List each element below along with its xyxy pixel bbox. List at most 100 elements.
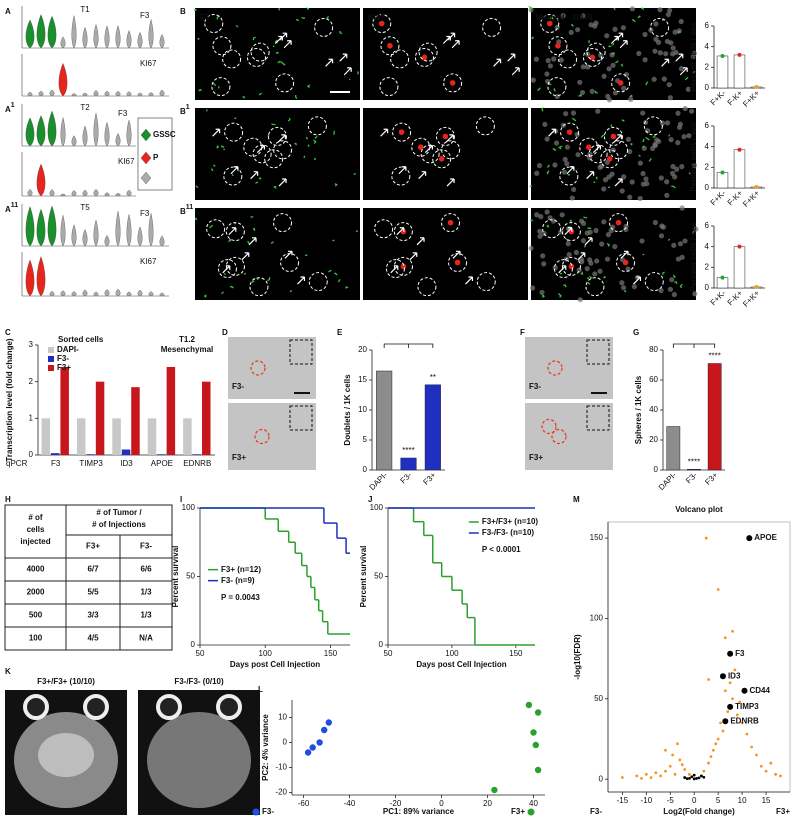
cell-circle — [414, 47, 434, 67]
point — [711, 748, 715, 752]
y-axis-label: Spheres / 1K cells — [634, 375, 643, 444]
nucleus — [667, 95, 673, 101]
f3-signal — [314, 135, 318, 139]
bar-point — [720, 275, 725, 280]
nucleus — [670, 163, 676, 170]
point — [726, 710, 730, 714]
cell-circle — [560, 122, 580, 142]
f3-signal — [563, 284, 567, 288]
nucleus — [663, 51, 669, 57]
x-tick-label: F+K- — [709, 288, 728, 307]
violin — [71, 135, 77, 147]
violin — [126, 91, 132, 97]
arrow — [446, 178, 455, 187]
legend-key — [48, 347, 54, 353]
bar — [733, 149, 746, 189]
legend-label: F3+ — [57, 363, 71, 372]
bar — [707, 363, 722, 471]
nucleus — [682, 238, 688, 244]
nucleus — [544, 136, 550, 142]
x-tick-label: DAPI- — [368, 470, 390, 492]
f3-signal — [231, 173, 234, 177]
table-cell: 6/7 — [87, 565, 99, 574]
f3-signal — [595, 176, 598, 180]
point — [731, 697, 734, 701]
gene-label: ID3 — [728, 671, 741, 680]
cell-circle — [475, 116, 495, 136]
nucleus — [627, 149, 633, 155]
nucleus — [539, 289, 545, 296]
panel-letter: E — [337, 328, 343, 337]
point — [668, 764, 672, 768]
panel-letter: B — [180, 207, 186, 216]
nucleus — [584, 266, 590, 272]
table-cell: 100 — [29, 634, 43, 643]
f3-signal — [594, 90, 598, 94]
nucleus — [672, 29, 678, 35]
nucleus — [571, 186, 577, 193]
f3-signal — [280, 61, 286, 66]
nucleus — [588, 22, 594, 28]
nucleus — [685, 86, 691, 92]
f3-signal — [294, 142, 297, 146]
nucleus — [610, 147, 616, 153]
panel-label: B11 — [180, 204, 193, 216]
ki67-signal — [378, 20, 385, 27]
arrow — [416, 237, 425, 246]
x-tick-label: 0 — [439, 799, 444, 808]
bar — [202, 381, 211, 455]
cell-circle — [225, 222, 245, 242]
point — [325, 719, 332, 726]
x-tick-label: 150 — [509, 649, 523, 658]
f3-signal — [677, 30, 681, 34]
cell-circle — [476, 272, 496, 292]
violin-tumor: T1 — [80, 5, 90, 14]
panel-label: C — [5, 328, 11, 337]
point — [740, 721, 744, 725]
nucleus — [528, 245, 534, 251]
nucleus — [670, 51, 676, 57]
nucleus — [658, 287, 664, 293]
f3-signal — [546, 170, 550, 175]
nucleus — [656, 39, 662, 45]
nucleus — [686, 133, 692, 139]
cell-circle — [435, 126, 455, 146]
cell-circle — [390, 49, 410, 69]
micrograph — [531, 108, 696, 200]
f3-signal — [267, 277, 271, 282]
table-header: # of — [28, 513, 43, 522]
f3-signal — [546, 164, 550, 168]
f3-signal — [692, 70, 696, 74]
nucleus — [672, 174, 678, 180]
violin — [49, 89, 55, 97]
f3-signal — [287, 117, 291, 122]
x-tick-label: -60 — [298, 799, 310, 808]
point — [699, 774, 703, 778]
f3-signal — [615, 60, 619, 64]
cell-circle — [273, 140, 293, 160]
nucleus — [559, 212, 565, 218]
point — [738, 700, 742, 704]
violin — [126, 119, 132, 147]
point — [620, 776, 624, 779]
cell-circle — [585, 277, 605, 297]
arrow — [212, 128, 221, 137]
arrow — [409, 252, 418, 261]
f3-signal — [345, 285, 349, 289]
f3-signal — [578, 94, 583, 97]
f3-signal — [233, 117, 237, 119]
nucleus — [636, 50, 642, 57]
nucleus — [678, 66, 685, 72]
x-tick-label: 100 — [259, 649, 273, 658]
cell-circle — [275, 73, 295, 93]
cell-circle — [314, 17, 334, 37]
y-tick-label: 10 — [358, 405, 367, 414]
table-subheader: F3+ — [86, 542, 100, 551]
point — [719, 721, 722, 725]
f3-signal — [572, 117, 577, 122]
nucleus — [544, 71, 550, 77]
table-cell: 4000 — [27, 565, 45, 574]
nucleus — [601, 186, 607, 192]
ki67-signal — [615, 219, 622, 226]
x-tick-label: F+K- — [709, 188, 728, 207]
